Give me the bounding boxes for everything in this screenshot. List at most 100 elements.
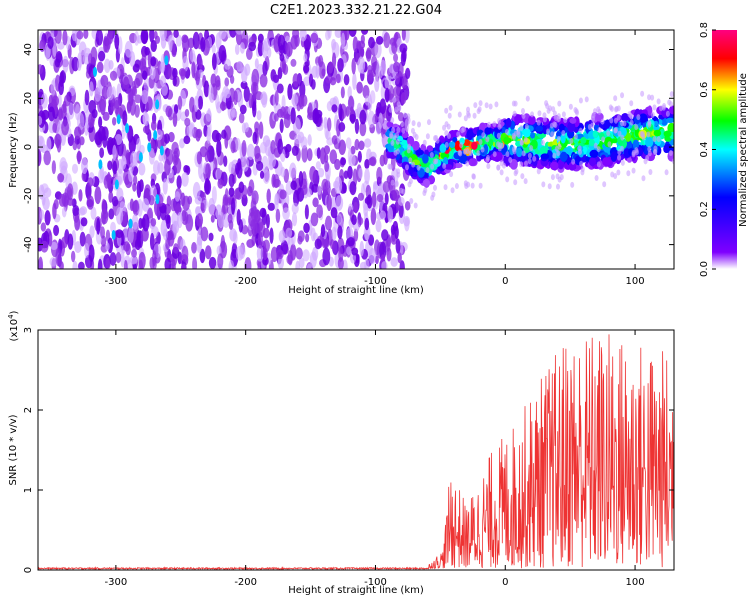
heatmap-cell (359, 121, 367, 137)
heatmap-cell (305, 233, 310, 243)
heatmap-cell (471, 158, 477, 166)
heatmap-cell (144, 46, 150, 56)
heatmap-cell (347, 236, 355, 247)
heatmap-cell (109, 70, 118, 81)
snr-series-line (38, 334, 674, 570)
heatmap-cell (52, 202, 57, 220)
heatmap-cell (478, 100, 483, 107)
heatmap-cell (350, 145, 356, 155)
heatmap-cell (379, 154, 386, 167)
heatmap-cell (100, 226, 106, 239)
heatmap-cell (128, 168, 134, 183)
heatmap-cell (597, 108, 602, 115)
heatmap-cell (87, 53, 93, 65)
heatmap-cell (468, 128, 474, 139)
heatmap-cell (108, 30, 114, 39)
heatmap-cell (221, 129, 227, 140)
heatmap-cell (354, 118, 360, 134)
heatmap-cell (239, 104, 247, 115)
heatmap-cell (355, 254, 360, 264)
heatmap-cell (460, 127, 465, 134)
spectrogram-x-label: Height of straight line (km) (288, 285, 424, 296)
heatmap-cell (392, 134, 397, 141)
heatmap-cell (588, 157, 597, 167)
heatmap-cell (290, 107, 296, 125)
heatmap-cell (375, 121, 382, 135)
heatmap-cell (325, 129, 331, 141)
heatmap-cell (252, 131, 258, 145)
heatmap-cell (176, 175, 182, 190)
heatmap-cell (463, 115, 468, 122)
heatmap-cell (256, 245, 264, 262)
heatmap-cell (224, 188, 229, 206)
heatmap-cell (397, 252, 402, 264)
heatmap-cell (181, 209, 187, 222)
heatmap-cell (78, 189, 83, 202)
heatmap-cell (79, 231, 86, 247)
heatmap-cell (647, 145, 652, 152)
heatmap-cell (513, 179, 518, 186)
heatmap-cell (342, 259, 348, 269)
heatmap-cell (423, 180, 430, 187)
heatmap-cell (508, 156, 513, 163)
heatmap-cell (514, 114, 523, 124)
spectrogram-frame (37, 29, 675, 270)
heatmap-cell (577, 124, 584, 130)
heatmap-cell (351, 214, 357, 226)
heatmap-cell (647, 119, 652, 126)
heatmap-cell (610, 151, 618, 162)
heatmap-cell (100, 74, 109, 88)
heatmap-cell (39, 209, 45, 220)
heatmap-cell (290, 58, 297, 67)
heatmap-cell (545, 102, 550, 109)
heatmap-cell (322, 247, 331, 266)
heatmap-cell (368, 248, 377, 265)
heatmap-cell (667, 99, 672, 106)
heatmap-cell (532, 155, 537, 162)
heatmap-cell (274, 113, 279, 122)
heatmap-cell (388, 163, 393, 170)
heatmap-cell (462, 148, 467, 155)
heatmap-cell (266, 188, 271, 204)
heatmap-cell (207, 83, 214, 101)
heatmap-cell (609, 117, 614, 124)
heatmap-cell (116, 114, 121, 125)
heatmap-cell (298, 257, 305, 269)
heatmap-cell (456, 131, 461, 138)
heatmap-cell (164, 55, 169, 66)
heatmap-cell (613, 172, 618, 179)
heatmap-cell (631, 167, 636, 174)
heatmap-cell (304, 204, 309, 220)
heatmap-cell (503, 136, 510, 145)
heatmap-cell (371, 191, 377, 208)
colorbar: 0.0 0.2 0.4 0.6 0.8 Normalized spectral ampl… (699, 22, 749, 277)
heatmap-cell (131, 213, 139, 230)
heatmap-cell (351, 247, 359, 256)
heatmap-cell (52, 123, 57, 133)
heatmap-cell (504, 128, 509, 135)
heatmap-cell (395, 73, 400, 85)
heatmap-cell (208, 232, 214, 242)
heatmap-cell (527, 152, 532, 159)
heatmap-cell (197, 95, 204, 110)
heatmap-cell (557, 143, 562, 150)
heatmap-cell (252, 83, 257, 101)
heatmap-cell (616, 105, 621, 112)
heatmap-cell (381, 134, 387, 148)
heatmap-cell (243, 122, 249, 133)
heatmap-cell (351, 57, 356, 75)
heatmap-cell (100, 99, 106, 116)
heatmap-cell (84, 89, 90, 106)
heatmap-cell (111, 116, 117, 126)
heatmap-cell (132, 63, 140, 73)
heatmap-cell (61, 206, 67, 218)
heatmap-cell (238, 219, 244, 233)
heatmap-cell (210, 214, 215, 223)
heatmap-cell (257, 33, 264, 43)
heatmap-cell (282, 207, 290, 221)
heatmap-cell (132, 262, 137, 269)
heatmap-cell (219, 101, 228, 111)
heatmap-cell (324, 160, 330, 173)
heatmap-cell (211, 185, 217, 204)
heatmap-cell (149, 232, 155, 250)
